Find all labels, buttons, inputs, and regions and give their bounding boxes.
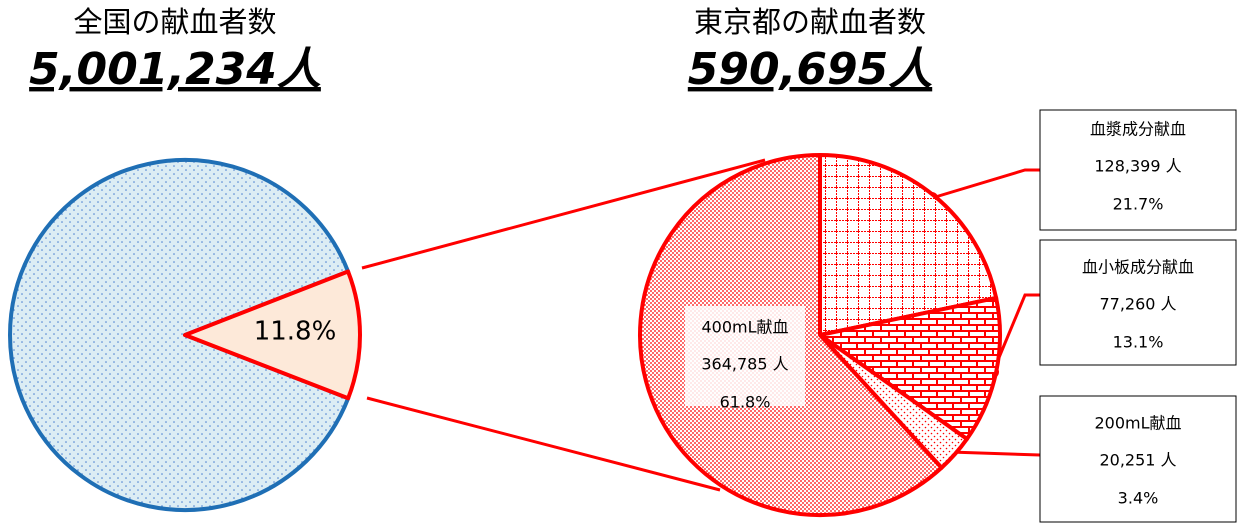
label-box	[1039, 239, 1237, 366]
category-label: 血小板成分献血	[1082, 258, 1194, 277]
label-box	[1039, 395, 1237, 523]
pie-slice	[8, 158, 351, 512]
count-label: 20,251 人	[1099, 451, 1176, 470]
count-label: 364,785 人	[701, 355, 788, 374]
value-label: 21.7%	[1113, 195, 1164, 214]
count-label: 128,399 人	[1094, 157, 1181, 176]
chart-subtitle: 590,695人	[688, 44, 932, 95]
leader-line	[931, 168, 1040, 200]
pie-slice	[818, 153, 999, 337]
value-label: 61.8%	[720, 393, 771, 412]
label-box	[1039, 109, 1237, 231]
chart-subtitle: 5,001,234人	[29, 44, 321, 95]
connector-line	[361, 158, 766, 270]
connectors	[361, 158, 1041, 492]
label-backdrop	[685, 306, 805, 406]
pie-slice	[818, 295, 1002, 441]
pie-slice	[183, 269, 362, 401]
value-label: 13.1%	[1113, 333, 1164, 352]
category-label: 400mL献血	[701, 318, 788, 337]
value-label: 11.8%	[254, 317, 337, 347]
count-label: 77,260 人	[1099, 295, 1176, 314]
chart-title: 全国の献血者数	[73, 5, 276, 39]
label-boxes	[1039, 109, 1237, 523]
leader-line	[991, 293, 1040, 373]
category-label: 血漿成分献血	[1090, 120, 1186, 139]
leader-line	[949, 450, 1041, 457]
connector-line	[366, 396, 721, 492]
value-label: 3.4%	[1118, 489, 1159, 508]
category-label: 200mL献血	[1094, 414, 1181, 433]
chart-title: 東京都の献血者数	[694, 5, 926, 39]
